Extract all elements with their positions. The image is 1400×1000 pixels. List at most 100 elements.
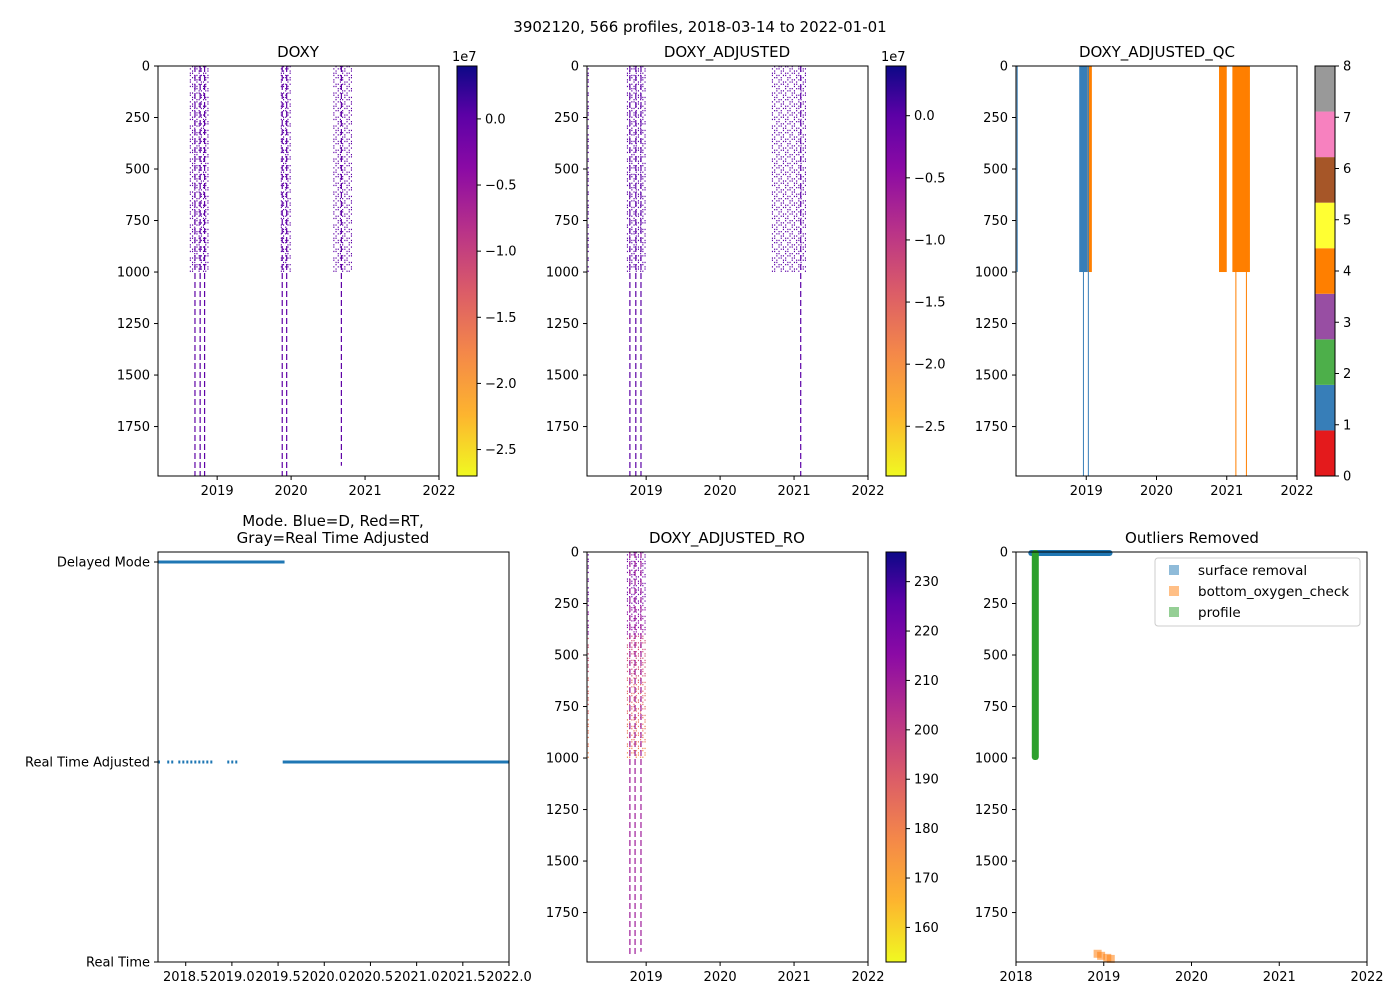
data-cell — [342, 270, 344, 272]
data-cell — [804, 81, 806, 83]
data-cell — [337, 74, 339, 77]
data-cell — [189, 101, 191, 103]
xtick-label: 2022 — [422, 484, 455, 499]
data-cell — [631, 695, 633, 697]
data-cell — [196, 121, 198, 123]
data-cell — [776, 233, 778, 235]
data-cell — [635, 756, 637, 758]
data-cell — [587, 237, 589, 239]
data-cell — [631, 195, 633, 198]
data-cell — [346, 253, 348, 255]
data-cell — [192, 66, 194, 68]
data-cell — [192, 129, 194, 132]
data-cell — [205, 132, 207, 134]
data-cell — [335, 204, 337, 206]
data-cell — [342, 66, 344, 68]
data-cell — [280, 180, 282, 182]
data-cell — [280, 270, 282, 272]
data-cell — [780, 99, 782, 101]
data-cell — [280, 213, 282, 215]
data-cell — [782, 68, 784, 70]
data-cell — [196, 231, 198, 233]
data-cell — [787, 116, 789, 118]
data-cell — [287, 167, 289, 169]
data-cell — [782, 167, 784, 169]
data-cell — [635, 235, 637, 237]
data-cell — [780, 237, 782, 239]
data-cell — [635, 629, 637, 631]
data-cell — [787, 118, 789, 121]
data-cell — [776, 149, 778, 151]
data-cell — [642, 596, 644, 598]
data-cell — [350, 173, 352, 176]
data-cell — [800, 217, 802, 220]
data-cell — [629, 747, 631, 750]
data-cell — [626, 712, 628, 714]
data-cell — [804, 134, 806, 136]
data-cell — [348, 244, 350, 246]
data-cell — [344, 103, 346, 105]
data-cell — [189, 224, 191, 226]
data-cell — [203, 140, 205, 143]
data-cell — [198, 92, 200, 94]
data-cell — [631, 706, 633, 708]
data-cell — [789, 162, 791, 165]
data-cell — [776, 193, 778, 195]
data-cell — [796, 70, 798, 72]
data-cell — [283, 217, 285, 220]
data-cell — [635, 591, 637, 593]
data-cell — [346, 204, 348, 206]
data-cell — [787, 231, 789, 233]
data-cell — [644, 70, 646, 72]
data-cell — [203, 72, 205, 74]
data-cell — [637, 226, 639, 228]
data-cell — [344, 213, 346, 215]
data-cell — [198, 270, 200, 272]
data-cell — [339, 239, 341, 242]
data-cell — [348, 270, 350, 272]
data-cell — [289, 136, 291, 138]
data-cell — [189, 191, 191, 193]
data-cell — [778, 206, 780, 209]
data-cell — [776, 242, 778, 244]
ytick-label: 1250 — [975, 803, 1008, 818]
data-cell — [644, 213, 646, 215]
data-cell — [207, 162, 209, 165]
data-cell — [778, 118, 780, 121]
data-cell — [774, 191, 776, 193]
data-cell — [644, 189, 646, 191]
ytick-label: 1500 — [546, 369, 579, 384]
data-cell — [333, 79, 335, 81]
data-cell — [337, 156, 339, 158]
data-cell — [350, 81, 352, 83]
data-cell — [644, 609, 646, 611]
data-cell — [287, 92, 289, 94]
data-cell — [339, 211, 341, 213]
data-cell — [285, 116, 287, 118]
data-cell — [791, 224, 793, 226]
data-cell — [348, 156, 350, 158]
data-cell — [587, 92, 589, 94]
data-cell — [800, 189, 802, 191]
data-cell — [337, 107, 339, 110]
data-cell — [774, 171, 776, 173]
data-cell — [205, 176, 207, 178]
data-cell — [626, 670, 628, 673]
data-cell — [346, 193, 348, 195]
data-cell — [793, 149, 795, 151]
marks-doxy-adjusted-qc — [1016, 66, 1250, 476]
data-cell — [200, 107, 202, 110]
data-cell — [644, 725, 646, 728]
data-cell — [587, 626, 589, 629]
colorbar-tick-label: 230 — [914, 575, 939, 590]
data-cell — [637, 554, 639, 556]
data-cell — [283, 191, 285, 193]
data-cell — [791, 264, 793, 266]
data-cell — [637, 107, 639, 110]
data-cell — [339, 121, 341, 123]
data-cell — [280, 178, 282, 180]
data-cell — [587, 732, 589, 734]
data-cell — [796, 127, 798, 129]
ytick-label: 750 — [983, 700, 1008, 715]
data-cell — [791, 171, 793, 173]
